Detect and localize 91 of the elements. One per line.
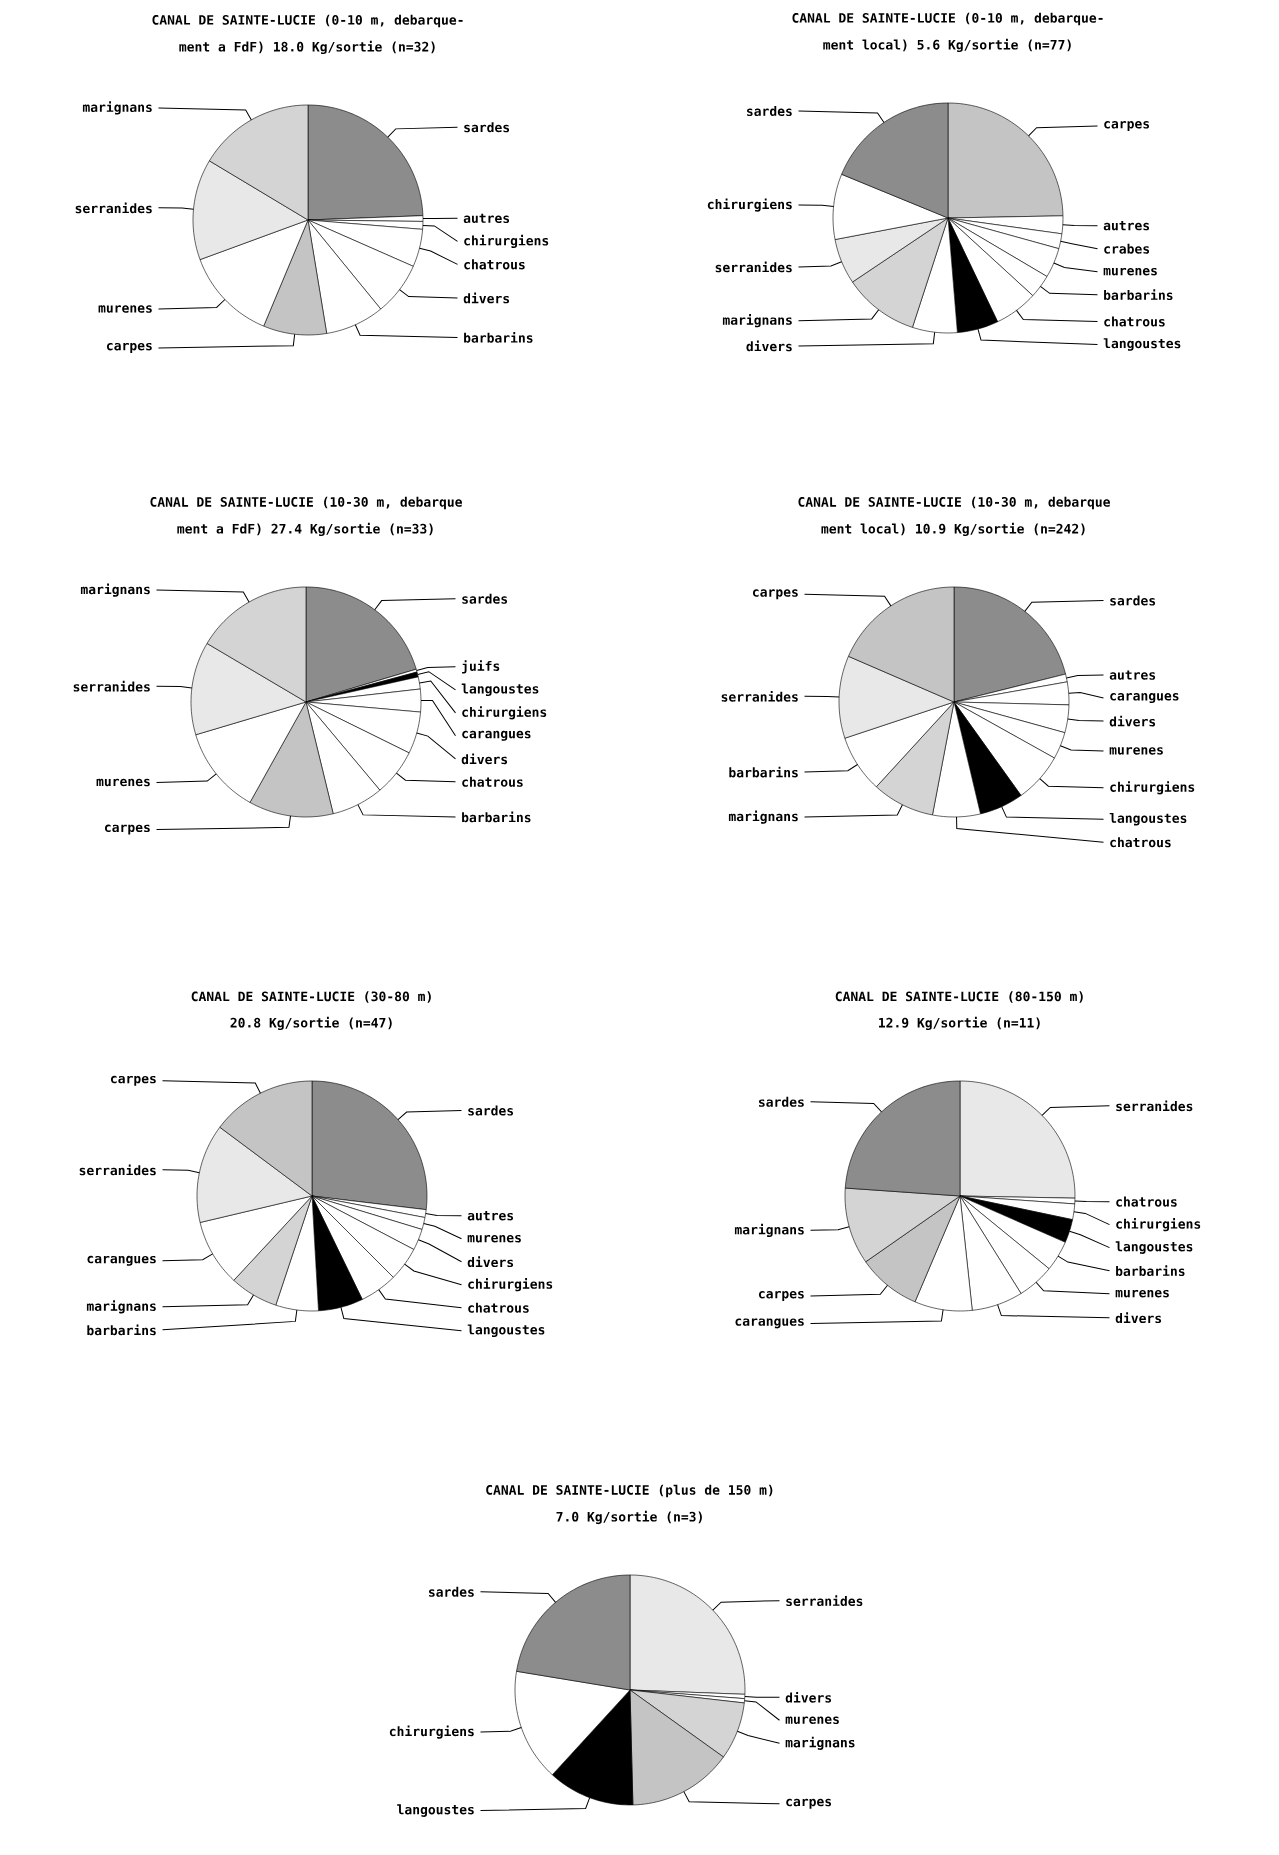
slice-label: murenes [467,1235,521,1243]
slice-label: carpes [1104,121,1150,132]
slice-label: sardes [468,1105,514,1116]
slice-label: divers [463,292,510,304]
slice-label: sardes [428,1586,474,1597]
slice-label: barbarins [462,811,531,823]
slice-label: chirurgiens [1116,1218,1201,1232]
slice-label: divers [461,753,508,765]
slice-label: carpes [104,824,150,835]
slice-label: divers [785,1691,832,1703]
slice-label: chatrous [1110,837,1171,848]
slice-label: serranides [79,1164,156,1176]
slice-label: juifs [462,660,500,674]
slice-label: barbarins [1104,289,1173,301]
slice-label: marignans [728,810,798,824]
slice-label: carpes [106,342,152,353]
chart-subtitle: 7.0 Kg/sortie (n=3) [556,1510,702,1525]
slice-label: barbarins [1116,1265,1185,1277]
slice-label: barbarins [464,332,533,343]
slice-label: sardes [746,105,792,117]
slice-label: langoustes [461,683,539,697]
slice-label: marignans [82,101,152,115]
chart-title: CANAL DE SAINTE-LUCIE (10-30 m, debarque [798,496,1110,510]
slice-label: chirurgiens [464,234,549,248]
slice-label: langoustes [1103,338,1181,351]
chart-title: CANAL DE SAINTE-LUCIE (0-10 m, debarque- [152,14,463,28]
slice-label: carpes [752,589,798,600]
slice-label: divers [1115,1312,1162,1324]
slice-label: langoustes [1115,1241,1193,1254]
slice-label: barbarins [87,1324,156,1336]
slice-label: sardes [1110,595,1156,606]
slice-label: chirurgiens [462,706,547,720]
slice-label: carangues [735,1318,804,1329]
chart-subtitle: 12.9 Kg/sortie (n=11) [879,1016,1040,1031]
chart-title: CANAL DE SAINTE-LUCIE (30-80 m) [191,991,431,1003]
slice-label: langoustes [467,1324,545,1338]
chart-subtitle: ment local) 10.9 Kg/sortie (n=242) [821,522,1085,537]
slice-label: autres [463,213,510,224]
slice-label: chatrous [462,776,523,787]
slice-label: serranides [75,202,152,214]
slice-label: carangues [1110,693,1179,704]
slice-label: chatrous [1104,316,1165,327]
slice-label: murenes [98,305,152,313]
slice-label: sardes [758,1096,804,1107]
slice-label: carangues [462,730,531,741]
slice-label: chirurgiens [1110,781,1195,795]
slice-label: serranides [73,680,150,692]
chart-subtitle: ment local) 5.6 Kg/sortie (n=77) [823,38,1071,53]
slice-label: murenes [785,1716,839,1724]
slice-label: divers [1109,715,1156,727]
slice-label: autres [1103,221,1150,231]
slice-label: barbarins [729,766,798,778]
slice-label: murenes [1103,267,1157,276]
slice-label: serranides [721,690,798,702]
slice-label: marignans [86,1300,156,1314]
slice-label: chirurgiens [707,198,792,212]
slice-label: serranides [1116,1100,1193,1112]
slice-label: murenes [96,778,150,787]
slice-label: marignans [785,1736,855,1750]
slice-label: chirurgiens [468,1278,553,1292]
slice-label: chatrous [468,1302,529,1313]
slice-label: serranides [786,1595,863,1607]
slice-label: chirurgiens [389,1725,474,1739]
slice-label: autres [467,1211,514,1221]
chart-subtitle: ment a FdF) 27.4 Kg/sortie (n=33) [177,522,433,537]
chart-title: CANAL DE SAINTE-LUCIE (plus de 150 m) [486,1484,773,1498]
slice-label: carpes [758,1291,804,1301]
slice-label: crabes [1104,243,1150,254]
chart-title: CANAL DE SAINTE-LUCIE (80-150 m) [835,991,1083,1003]
chart-title: CANAL DE SAINTE-LUCIE (0-10 m, debarque- [792,12,1103,26]
chart-subtitle: 20.8 Kg/sortie (n=47) [230,1016,392,1031]
slice-label: carangues [87,1255,156,1266]
chart-subtitle: ment a FdF) 18.0 Kg/sortie (n=32) [179,40,435,55]
slice-label: autres [1109,670,1156,680]
slice-label: divers [746,340,792,352]
slice-label: langoustes [397,1804,474,1817]
slice-label: carpes [786,1798,832,1809]
slice-label: chatrous [464,259,525,270]
slice-label: marignans [80,583,150,597]
slice-label: langoustes [1109,812,1187,826]
slice-label: chatrous [1116,1196,1177,1207]
slice-label: murenes [1115,1289,1169,1298]
slice-label: murenes [1109,747,1163,755]
slice-label: carpes [110,1075,156,1086]
slice-label: divers [467,1256,514,1268]
slice-label: serranides [715,261,792,273]
slice-label: sardes [464,122,510,133]
chart-title: CANAL DE SAINTE-LUCIE (10-30 m, debarque [150,496,462,510]
slice-label: marignans [722,314,792,328]
slice-label: marignans [734,1223,804,1237]
slice-label: sardes [462,593,508,604]
